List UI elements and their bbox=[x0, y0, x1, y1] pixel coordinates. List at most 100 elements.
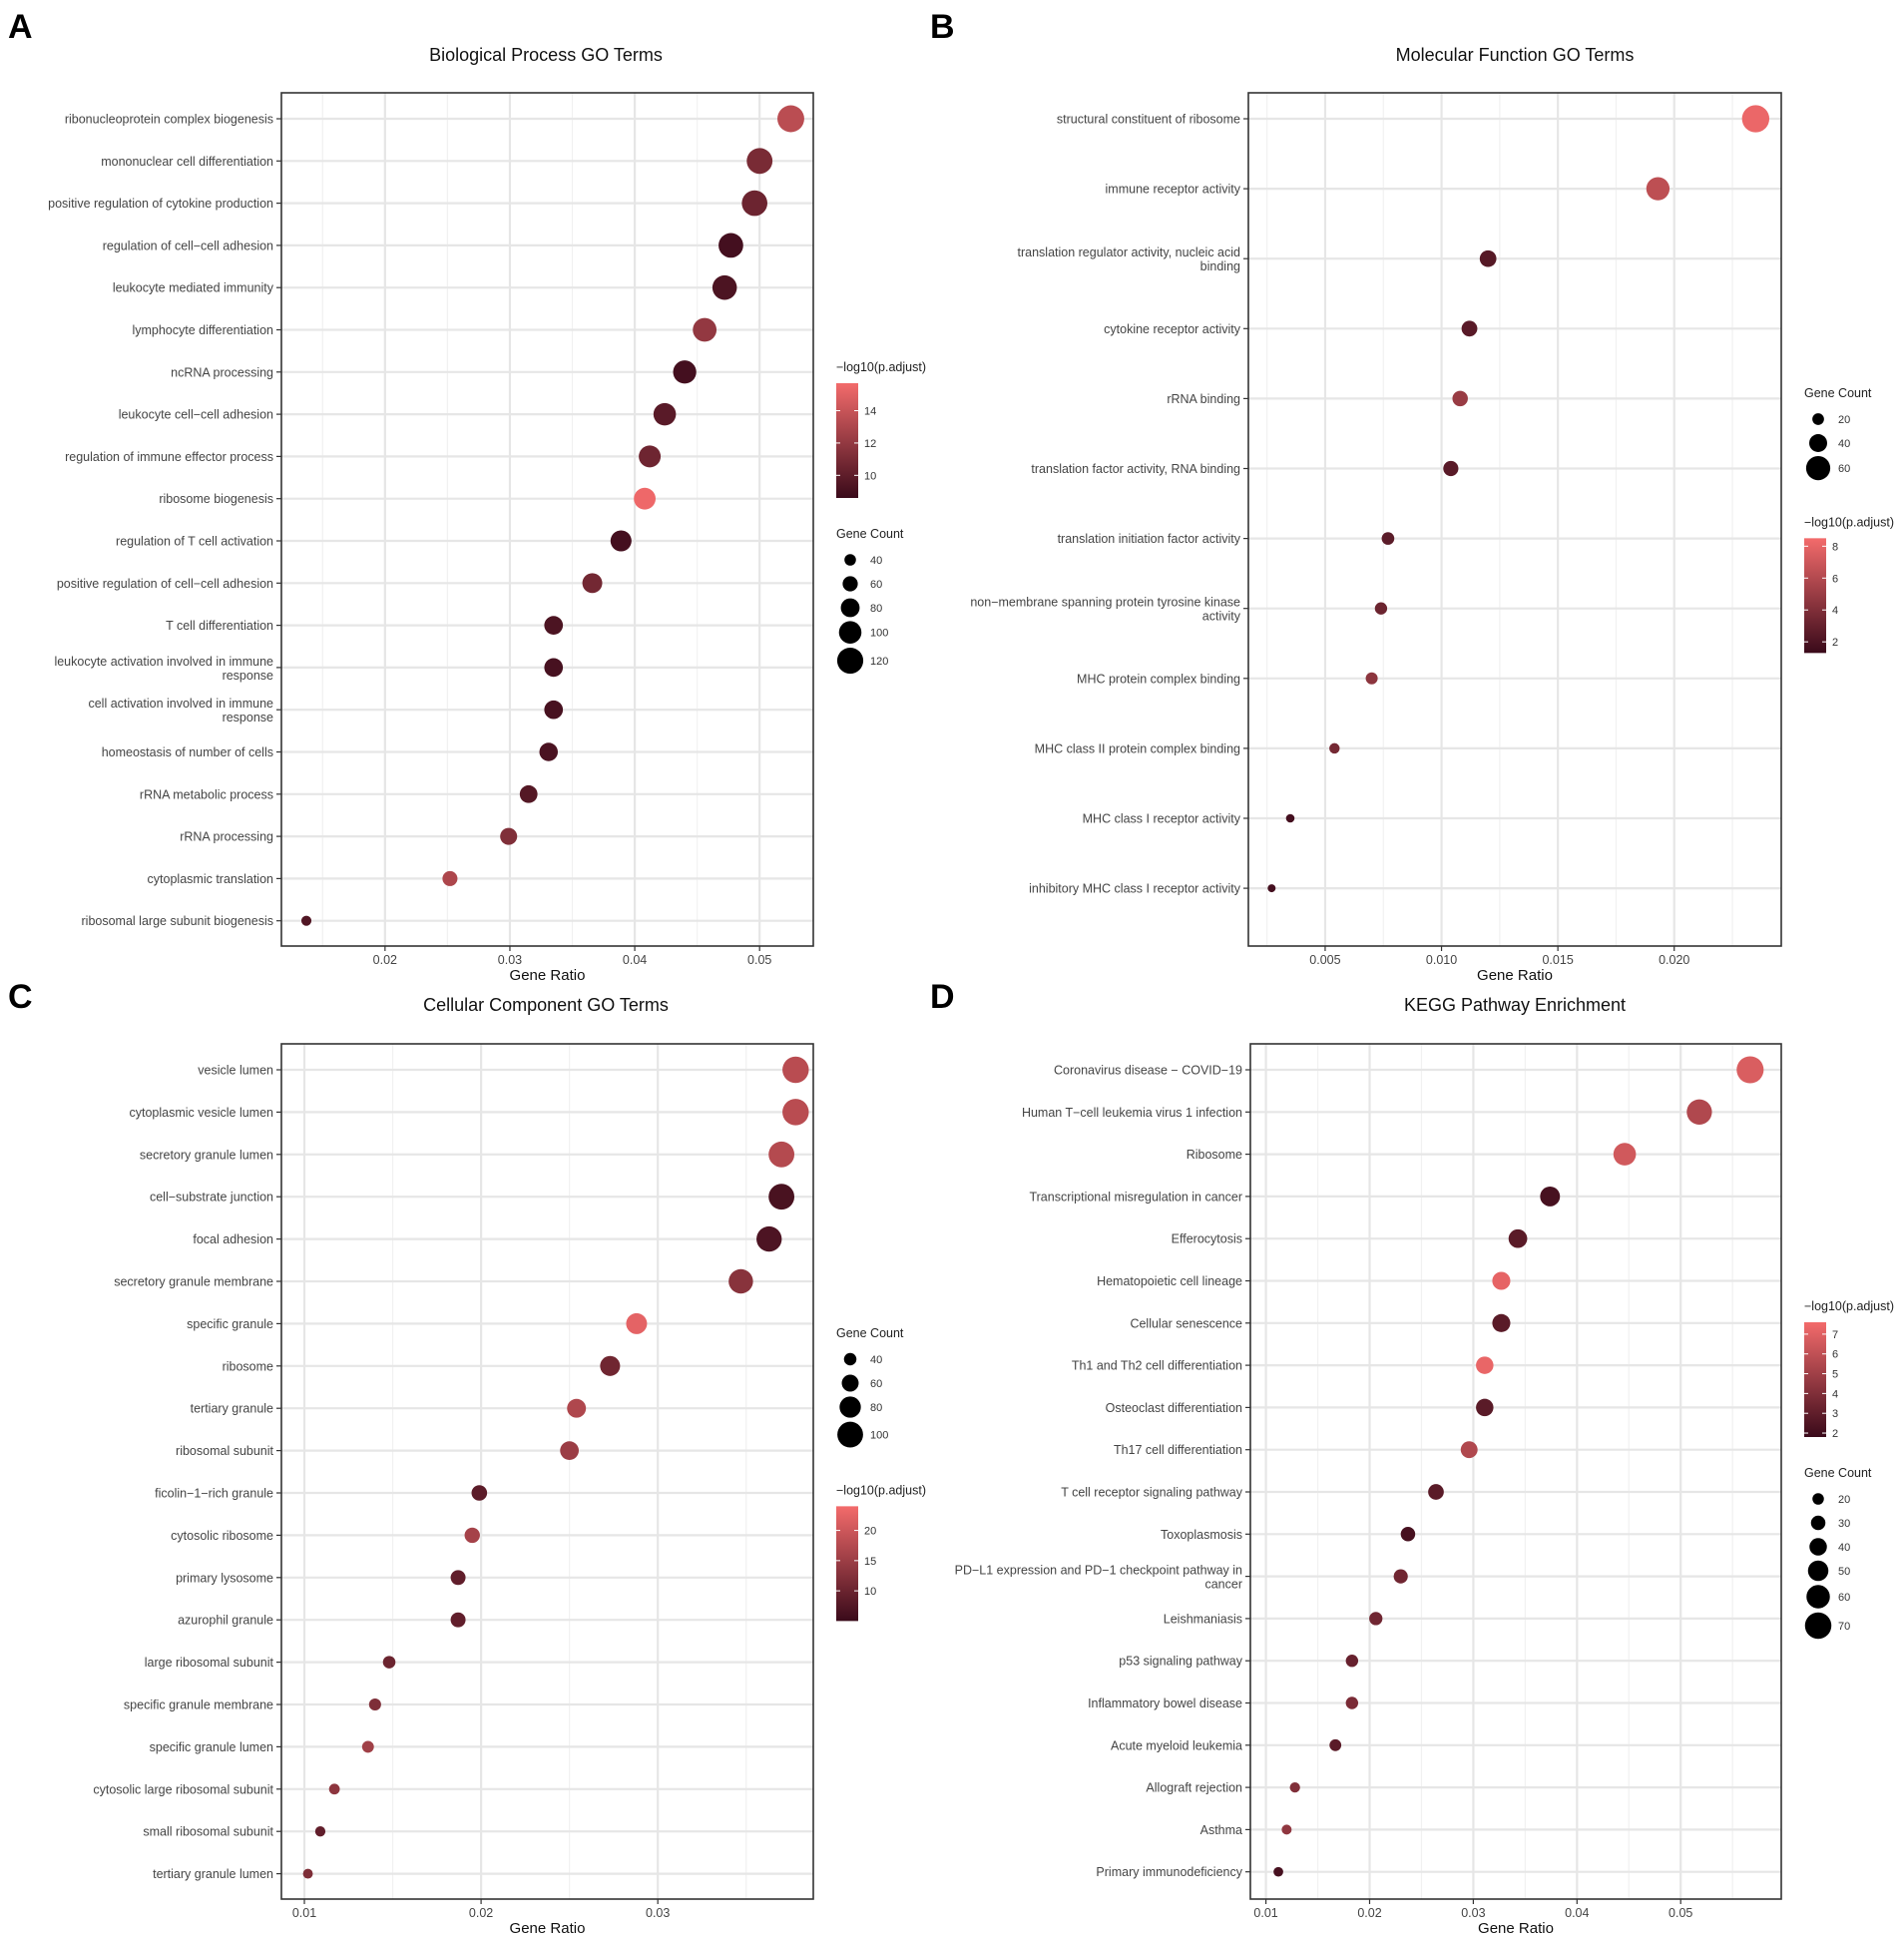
panel-b-xtick-label: 0.020 bbox=[1659, 953, 1689, 967]
panel-a-term-label: positive regulation of cytokine producti… bbox=[48, 197, 273, 211]
panel-b-term-label: translation initiation factor activity bbox=[1058, 532, 1241, 546]
panel-a-point-regulation-of-t-cell-activation bbox=[610, 530, 632, 552]
panel-c-xlabel: Gene Ratio bbox=[510, 1920, 586, 1937]
panel-c-point-vesicle-lumen bbox=[782, 1056, 809, 1084]
panel-a-point-rrna-metabolic-process bbox=[519, 784, 538, 803]
panel-c-point-tertiary-granule bbox=[567, 1398, 587, 1418]
panel-d-point-osteoclast-differentiation bbox=[1476, 1398, 1494, 1417]
panel-d: D KEGG Pathway Enrichment Coronavirus dise… bbox=[930, 978, 1894, 1937]
panel-d-size-legend: Gene Count 20 30 40 50 60 70 bbox=[1804, 1466, 1872, 1640]
panel-c-letter: C bbox=[8, 978, 33, 1016]
panel-a-term-label: regulation of cell−cell adhesion bbox=[103, 239, 273, 252]
panel-c-term-label: large ribosomal subunit bbox=[145, 1656, 274, 1670]
panel-a-color-tick-label: 10 bbox=[864, 470, 876, 482]
panel-d-term-label: PD−L1 expression and PD−1 checkpoint pat… bbox=[955, 1564, 1242, 1592]
panel-d-point-ribosome bbox=[1613, 1143, 1637, 1166]
panel-a-term-label: T cell differentiation bbox=[166, 619, 273, 633]
panel-d-term-label: Transcriptional misregulation in cancer bbox=[1029, 1190, 1242, 1204]
panel-b-size-key-label: 40 bbox=[1838, 438, 1850, 450]
panel-a-point-mononuclear-cell-differentiation bbox=[746, 148, 773, 175]
panel-a-term-label: lymphocyte differentiation bbox=[132, 323, 273, 337]
panel-d-term-label: Inflammatory bowel disease bbox=[1088, 1696, 1242, 1710]
panel-c-size-key-dot bbox=[839, 1396, 861, 1418]
panel-c-gridlines bbox=[281, 1044, 813, 1899]
panel-b-term-label: MHC class I receptor activity bbox=[1083, 812, 1241, 826]
panel-a-point-regulation-of-immune-effector-process bbox=[639, 445, 662, 468]
panel-d-color-legend-title: −log10(p.adjust) bbox=[1804, 1299, 1894, 1313]
panel-c-term-label: focal adhesion bbox=[193, 1232, 273, 1246]
panel-d-size-key-label: 40 bbox=[1838, 1542, 1850, 1554]
panel-a-color-tick-label: 12 bbox=[864, 438, 876, 450]
panel-b-point-rrna-binding bbox=[1452, 390, 1468, 407]
panel-d-xtick-label: 0.02 bbox=[1357, 1906, 1381, 1920]
panel-a-size-key-dot bbox=[838, 621, 862, 644]
panel-a-point-ribonucleoprotein-complex-biogenesis bbox=[777, 105, 804, 133]
panel-d-xtick-label: 0.05 bbox=[1668, 1906, 1692, 1920]
panel-c-point-azurophil-granule bbox=[450, 1612, 466, 1628]
panel-c-term-label: specific granule membrane bbox=[124, 1698, 273, 1712]
panel-d-size-legend-title: Gene Count bbox=[1804, 1466, 1872, 1480]
panel-d-color-legend: −log10(p.adjust) 2 3 4 5 6 7 bbox=[1804, 1299, 1894, 1440]
panel-c-point-primary-lysosome bbox=[450, 1570, 466, 1586]
panel-c-point-ribosomal-subunit bbox=[560, 1441, 579, 1460]
panel-a-xtick-label: 0.04 bbox=[623, 953, 647, 967]
panel-d-size-key-dot bbox=[1807, 1560, 1829, 1582]
panel-a-term-label: leukocyte mediated immunity bbox=[113, 281, 274, 295]
panel-c-term-label: cytosolic ribosome bbox=[171, 1529, 273, 1543]
panel-c-point-specific-granule bbox=[626, 1312, 648, 1334]
panel-c-point-focal-adhesion bbox=[756, 1225, 782, 1252]
panel-a-point-rrna-processing bbox=[500, 827, 518, 845]
panel-d-point-pd-l1-expression-and-pd-1-checkpoint-pathway-in-cancer bbox=[1393, 1569, 1408, 1584]
panel-d-term-label: Asthma bbox=[1200, 1823, 1242, 1837]
panel-a-term-label: mononuclear cell differentiation bbox=[101, 155, 273, 169]
panel-d-term-label: Leishmaniasis bbox=[1164, 1612, 1242, 1626]
panel-a-size-key-label: 40 bbox=[870, 555, 882, 567]
panel-b-term-label: rRNA binding bbox=[1167, 392, 1240, 406]
panel-a-term-label: cell activation involved in immune respon… bbox=[88, 697, 273, 725]
panel-d-xlabel: Gene Ratio bbox=[1478, 1920, 1554, 1937]
panel-b-letter: B bbox=[930, 8, 955, 46]
panel-d-point-th1-and-th2-cell-differentiation bbox=[1476, 1356, 1494, 1374]
panel-a-term-label: ribosome biogenesis bbox=[159, 492, 273, 506]
panel-d-color-tick-label: 2 bbox=[1832, 1428, 1838, 1440]
panel-b-point-mhc-class-i-receptor-activity bbox=[1285, 813, 1295, 823]
panel-b-xtick-label: 0.005 bbox=[1309, 953, 1340, 967]
panel-c-term-label: specific granule bbox=[187, 1317, 273, 1331]
panel-c-term-label: ribosome bbox=[223, 1359, 273, 1373]
panel-b-point-mhc-protein-complex-binding bbox=[1365, 672, 1378, 685]
panel-a-term-label: homeostasis of number of cells bbox=[102, 745, 273, 759]
panel-c-size-key-dot bbox=[837, 1421, 863, 1448]
panel-b-size-key-dot bbox=[1805, 455, 1831, 481]
panel-c-point-specific-granule-membrane bbox=[368, 1697, 381, 1711]
panel-b-point-immune-receptor-activity bbox=[1646, 177, 1670, 201]
panel-d-color-tick-label: 4 bbox=[1832, 1388, 1838, 1400]
panel-c-term-label: cell−substrate junction bbox=[150, 1191, 273, 1205]
panel-d-size-key-dot bbox=[1809, 1538, 1827, 1556]
panel-d-term-label: Cellular senescence bbox=[1130, 1316, 1242, 1330]
panel-b-size-key-label: 60 bbox=[1838, 463, 1850, 475]
panel-d-size-key-label: 60 bbox=[1838, 1592, 1850, 1604]
panel-b-point-inhibitory-mhc-class-i-receptor-activity bbox=[1267, 884, 1276, 893]
panel-c-term-label: cytoplasmic vesicle lumen bbox=[130, 1106, 274, 1120]
panel-d-point-inflammatory-bowel-disease bbox=[1345, 1696, 1359, 1709]
panel-c-point-large-ribosomal-subunit bbox=[382, 1656, 396, 1669]
panel-a-size-key-dot bbox=[840, 598, 860, 618]
panel-b-title: Molecular Function GO Terms bbox=[1396, 45, 1635, 65]
panel-d-xtick-label: 0.03 bbox=[1461, 1906, 1485, 1920]
panel-b-color-legend: −log10(p.adjust) 2 4 6 8 bbox=[1804, 515, 1894, 654]
panel-a-size-key-dot bbox=[844, 554, 856, 566]
panel-d-term-label: Hematopoietic cell lineage bbox=[1097, 1274, 1242, 1288]
panel-c-size-legend-title: Gene Count bbox=[836, 1326, 904, 1340]
panel-d-point-t-cell-receptor-signaling-pathway bbox=[1428, 1484, 1444, 1500]
panel-c-xtick-label: 0.02 bbox=[469, 1906, 493, 1920]
panel-b-point-translation-regulator-activity-nucleic-acid-binding bbox=[1479, 249, 1497, 267]
panel-a-point-homeostasis-of-number-of-cells bbox=[539, 742, 559, 761]
panel-b-color-tick-label: 6 bbox=[1832, 573, 1838, 585]
panel-c-term-label: tertiary granule lumen bbox=[153, 1867, 273, 1881]
panel-b-point-translation-initiation-factor-activity bbox=[1381, 532, 1395, 545]
panel-c-size-key-label: 80 bbox=[870, 1402, 882, 1414]
panel-c-term-label: ficolin−1−rich granule bbox=[155, 1487, 273, 1501]
panel-d-term-label: Allograft rejection bbox=[1146, 1781, 1242, 1795]
panel-b: B Molecular Function GO Terms structural c… bbox=[930, 8, 1894, 984]
panel-b-point-mhc-class-ii-protein-complex-binding bbox=[1329, 742, 1340, 754]
